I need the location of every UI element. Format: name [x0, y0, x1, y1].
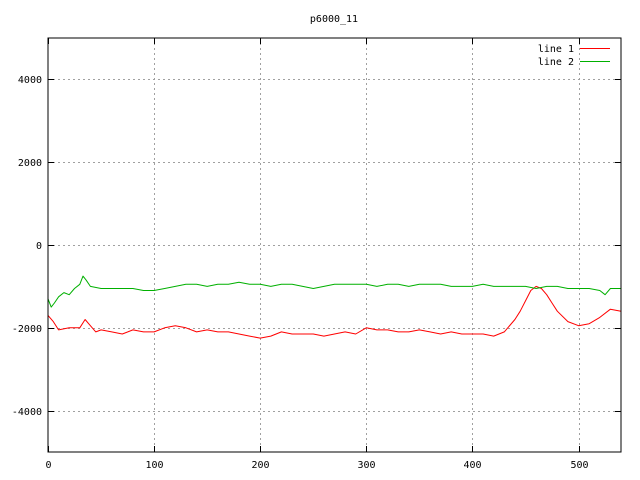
y-tick-label: 0 — [36, 241, 42, 252]
x-tick-label: 200 — [251, 460, 269, 471]
series-line-2 — [47, 275, 621, 308]
y-tick-label: -4000 — [12, 407, 42, 418]
x-tick-label: 400 — [463, 460, 481, 471]
legend: line 1 line 2 — [538, 44, 610, 68]
x-tick-label: 100 — [145, 460, 163, 471]
grid — [48, 38, 621, 452]
tick-marks — [48, 38, 621, 452]
y-tick-label: 4000 — [18, 75, 42, 86]
series-layer — [47, 275, 622, 339]
legend-label-2: line 2 — [538, 57, 574, 68]
x-axis: 0 100 200 300 400 500 — [45, 460, 588, 471]
x-tick-label: 500 — [570, 460, 588, 471]
y-tick-label: -2000 — [12, 324, 42, 335]
y-tick-label: 2000 — [18, 158, 42, 169]
chart-title: p6000_11 — [310, 14, 358, 25]
x-tick-label: 300 — [357, 460, 375, 471]
x-tick-label: 0 — [45, 460, 51, 471]
legend-label-1: line 1 — [538, 44, 574, 55]
y-axis: -4000 -2000 0 2000 4000 — [12, 75, 42, 418]
series-line-1 — [47, 285, 622, 339]
